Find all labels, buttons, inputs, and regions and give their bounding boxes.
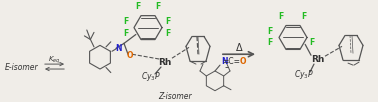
Text: F: F — [135, 2, 141, 11]
Text: O: O — [127, 51, 133, 60]
Text: Rh: Rh — [158, 58, 172, 67]
Text: F: F — [123, 17, 129, 26]
Text: N: N — [115, 44, 121, 53]
Text: F: F — [301, 12, 307, 21]
Text: =C=: =C= — [222, 57, 240, 66]
Text: Z-isomer: Z-isomer — [158, 92, 192, 101]
Text: F: F — [155, 2, 161, 11]
Text: F: F — [267, 27, 273, 36]
Text: O: O — [240, 57, 246, 66]
Text: N: N — [222, 57, 228, 66]
Text: E-isomer: E-isomer — [5, 63, 39, 72]
Text: F: F — [267, 38, 273, 48]
Text: F: F — [123, 29, 129, 38]
Text: -: - — [224, 62, 228, 72]
Text: $Cy_3P$: $Cy_3P$ — [141, 70, 161, 83]
Text: F: F — [278, 12, 284, 21]
Text: Rh: Rh — [311, 55, 325, 64]
Text: F: F — [166, 29, 170, 38]
Text: $Cy_3P$: $Cy_3P$ — [294, 68, 314, 81]
Text: $\Delta$: $\Delta$ — [235, 41, 243, 53]
Text: F: F — [309, 38, 314, 48]
Text: F: F — [166, 17, 170, 26]
Text: $K_{eq}$: $K_{eq}$ — [48, 54, 60, 66]
